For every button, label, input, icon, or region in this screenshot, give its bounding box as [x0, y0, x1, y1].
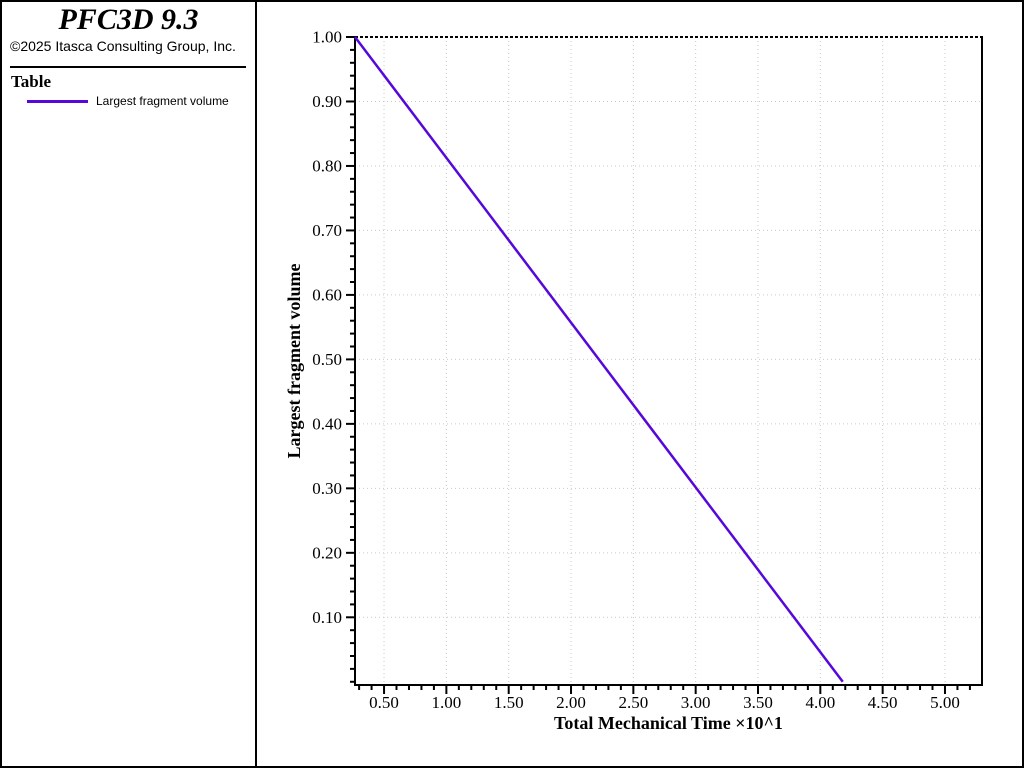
svg-text:1.00: 1.00: [312, 28, 342, 47]
svg-text:0.30: 0.30: [312, 479, 342, 498]
legend-section-title: Table: [11, 72, 52, 91]
svg-text:5.00: 5.00: [930, 693, 960, 712]
data-series: [354, 36, 844, 683]
plot-legend-panel: PFC3D 9.3 ©2025 Itasca Consulting Group,…: [2, 2, 257, 766]
x-axis-title: Total Mechanical Time ×10^1: [554, 713, 783, 733]
series-line: [354, 36, 844, 683]
svg-text:0.60: 0.60: [312, 285, 342, 304]
svg-text:2.00: 2.00: [556, 693, 586, 712]
svg-text:0.10: 0.10: [312, 608, 342, 627]
legend-line-swatch: [27, 100, 88, 103]
svg-text:4.50: 4.50: [868, 693, 898, 712]
svg-text:4.00: 4.00: [805, 693, 835, 712]
axes: [354, 37, 983, 686]
plot-frame: [355, 36, 983, 685]
svg-text:2.50: 2.50: [618, 693, 648, 712]
svg-text:0.20: 0.20: [312, 543, 342, 562]
svg-text:0.50: 0.50: [312, 350, 342, 369]
grid-lines: [355, 37, 982, 685]
axis-ticks: [346, 36, 971, 694]
copyright-text: ©2025 Itasca Consulting Group, Inc.: [10, 38, 236, 54]
legend-item-label: Largest fragment volume: [96, 94, 229, 108]
svg-text:1.00: 1.00: [431, 693, 461, 712]
axis-titles: Total Mechanical Time ×10^1 Largest fragm…: [284, 264, 783, 733]
legend-separator: [10, 66, 246, 68]
svg-text:3.00: 3.00: [681, 693, 711, 712]
x-tick-labels: 0.50 1.00 1.50 2.00 2.50 3.00 3.50 4.00 4.50 5.00: [369, 693, 960, 712]
app-title: PFC3D 9.3: [58, 3, 199, 36]
svg-text:0.40: 0.40: [312, 414, 342, 433]
svg-text:0.50: 0.50: [369, 693, 399, 712]
y-tick-labels: 0.10 0.20 0.30 0.40 0.50 0.60 0.70 0.80 0.90 1.00: [312, 28, 342, 627]
svg-text:0.80: 0.80: [312, 156, 342, 175]
y-axis-title: Largest fragment volume: [284, 264, 304, 459]
svg-text:1.50: 1.50: [494, 693, 524, 712]
legend-item: Largest fragment volume: [2, 94, 255, 108]
svg-text:0.70: 0.70: [312, 221, 342, 240]
svg-text:0.90: 0.90: [312, 92, 342, 111]
svg-text:3.50: 3.50: [743, 693, 773, 712]
